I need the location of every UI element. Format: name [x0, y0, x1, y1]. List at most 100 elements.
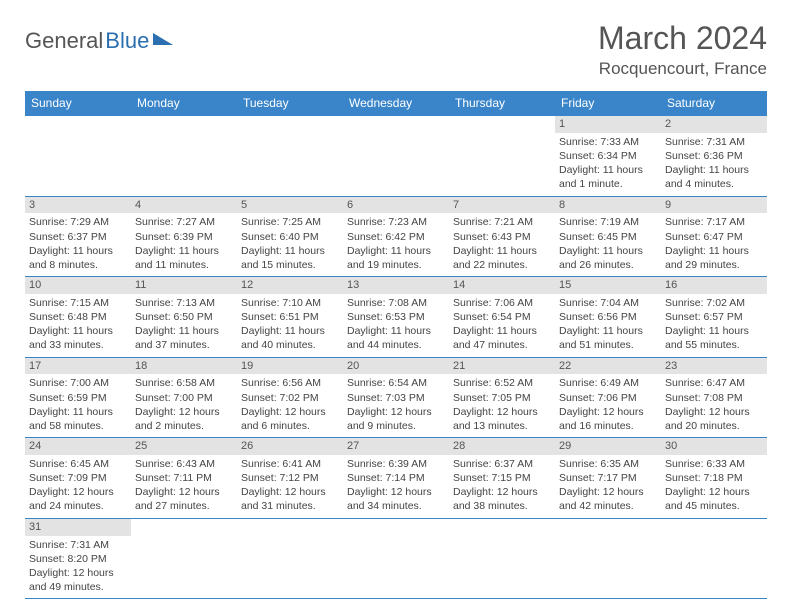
day-number: 3: [25, 197, 131, 214]
sunrise-text: Sunrise: 6:52 AM: [453, 376, 551, 390]
calendar-body: 1Sunrise: 7:33 AMSunset: 6:34 PMDaylight…: [25, 116, 767, 599]
day-number: 26: [237, 438, 343, 455]
daylight-text-2: and 19 minutes.: [347, 258, 445, 272]
day-number: 17: [25, 358, 131, 375]
day-number: 11: [131, 277, 237, 294]
daylight-text-2: and 42 minutes.: [559, 499, 657, 513]
sunset-text: Sunset: 6:59 PM: [29, 391, 127, 405]
logo: GeneralBlue: [25, 28, 173, 54]
daylight-text: Daylight: 11 hours: [29, 244, 127, 258]
logo-text-1: General: [25, 28, 103, 54]
daylight-text: Daylight: 11 hours: [135, 244, 233, 258]
calendar-cell: [131, 518, 237, 599]
daylight-text-2: and 6 minutes.: [241, 419, 339, 433]
cell-body: Sunrise: 7:19 AMSunset: 6:45 PMDaylight:…: [555, 213, 661, 276]
calendar-cell: 5Sunrise: 7:25 AMSunset: 6:40 PMDaylight…: [237, 196, 343, 277]
sunrise-text: Sunrise: 7:00 AM: [29, 376, 127, 390]
sunset-text: Sunset: 7:03 PM: [347, 391, 445, 405]
sunrise-text: Sunrise: 7:06 AM: [453, 296, 551, 310]
sunset-text: Sunset: 6:54 PM: [453, 310, 551, 324]
daylight-text: Daylight: 12 hours: [241, 405, 339, 419]
calendar-cell: 22Sunrise: 6:49 AMSunset: 7:06 PMDayligh…: [555, 357, 661, 438]
daylight-text: Daylight: 11 hours: [453, 324, 551, 338]
calendar-cell: 19Sunrise: 6:56 AMSunset: 7:02 PMDayligh…: [237, 357, 343, 438]
cell-body: Sunrise: 7:10 AMSunset: 6:51 PMDaylight:…: [237, 294, 343, 357]
sunset-text: Sunset: 6:57 PM: [665, 310, 763, 324]
day-number: [343, 116, 449, 133]
daylight-text: Daylight: 11 hours: [29, 405, 127, 419]
daylight-text-2: and 47 minutes.: [453, 338, 551, 352]
day-number: 12: [237, 277, 343, 294]
daylight-text-2: and 11 minutes.: [135, 258, 233, 272]
sunrise-text: Sunrise: 7:04 AM: [559, 296, 657, 310]
day-number: 24: [25, 438, 131, 455]
day-number: [131, 519, 237, 536]
cell-body: Sunrise: 7:04 AMSunset: 6:56 PMDaylight:…: [555, 294, 661, 357]
calendar-cell: [131, 116, 237, 197]
day-header: Thursday: [449, 91, 555, 116]
day-number: 13: [343, 277, 449, 294]
cell-body: Sunrise: 6:58 AMSunset: 7:00 PMDaylight:…: [131, 374, 237, 437]
daylight-text-2: and 9 minutes.: [347, 419, 445, 433]
sunrise-text: Sunrise: 6:49 AM: [559, 376, 657, 390]
cell-body: Sunrise: 7:33 AMSunset: 6:34 PMDaylight:…: [555, 133, 661, 196]
day-number: 31: [25, 519, 131, 536]
cell-body: Sunrise: 6:43 AMSunset: 7:11 PMDaylight:…: [131, 455, 237, 518]
sunrise-text: Sunrise: 7:10 AM: [241, 296, 339, 310]
day-number: 16: [661, 277, 767, 294]
calendar-cell: 13Sunrise: 7:08 AMSunset: 6:53 PMDayligh…: [343, 277, 449, 358]
day-number: 6: [343, 197, 449, 214]
daylight-text: Daylight: 11 hours: [559, 324, 657, 338]
cell-body: Sunrise: 6:39 AMSunset: 7:14 PMDaylight:…: [343, 455, 449, 518]
sunset-text: Sunset: 7:09 PM: [29, 471, 127, 485]
cell-body: Sunrise: 6:41 AMSunset: 7:12 PMDaylight:…: [237, 455, 343, 518]
day-number: 30: [661, 438, 767, 455]
day-number: 21: [449, 358, 555, 375]
daylight-text-2: and 24 minutes.: [29, 499, 127, 513]
daylight-text: Daylight: 12 hours: [347, 485, 445, 499]
day-number: 19: [237, 358, 343, 375]
daylight-text: Daylight: 11 hours: [29, 324, 127, 338]
day-number: 5: [237, 197, 343, 214]
calendar-cell: 7Sunrise: 7:21 AMSunset: 6:43 PMDaylight…: [449, 196, 555, 277]
sunset-text: Sunset: 6:42 PM: [347, 230, 445, 244]
sunset-text: Sunset: 8:20 PM: [29, 552, 127, 566]
daylight-text: Daylight: 12 hours: [559, 485, 657, 499]
day-number: [449, 116, 555, 133]
daylight-text-2: and 38 minutes.: [453, 499, 551, 513]
sunrise-text: Sunrise: 6:54 AM: [347, 376, 445, 390]
calendar-row: 24Sunrise: 6:45 AMSunset: 7:09 PMDayligh…: [25, 438, 767, 519]
cell-body: Sunrise: 6:56 AMSunset: 7:02 PMDaylight:…: [237, 374, 343, 437]
sunrise-text: Sunrise: 7:29 AM: [29, 215, 127, 229]
sunset-text: Sunset: 6:43 PM: [453, 230, 551, 244]
day-number: 7: [449, 197, 555, 214]
calendar-cell: 15Sunrise: 7:04 AMSunset: 6:56 PMDayligh…: [555, 277, 661, 358]
daylight-text: Daylight: 12 hours: [135, 405, 233, 419]
day-number: 4: [131, 197, 237, 214]
calendar-cell: [555, 518, 661, 599]
day-number: 23: [661, 358, 767, 375]
calendar-cell: [343, 116, 449, 197]
sunrise-text: Sunrise: 6:43 AM: [135, 457, 233, 471]
cell-body: Sunrise: 6:54 AMSunset: 7:03 PMDaylight:…: [343, 374, 449, 437]
cell-body: Sunrise: 7:31 AMSunset: 6:36 PMDaylight:…: [661, 133, 767, 196]
cell-body: Sunrise: 7:13 AMSunset: 6:50 PMDaylight:…: [131, 294, 237, 357]
daylight-text-2: and 45 minutes.: [665, 499, 763, 513]
sunrise-text: Sunrise: 6:41 AM: [241, 457, 339, 471]
calendar-cell: 28Sunrise: 6:37 AMSunset: 7:15 PMDayligh…: [449, 438, 555, 519]
day-number: 22: [555, 358, 661, 375]
calendar-cell: 26Sunrise: 6:41 AMSunset: 7:12 PMDayligh…: [237, 438, 343, 519]
cell-body: Sunrise: 7:29 AMSunset: 6:37 PMDaylight:…: [25, 213, 131, 276]
cell-body: Sunrise: 7:23 AMSunset: 6:42 PMDaylight:…: [343, 213, 449, 276]
daylight-text-2: and 29 minutes.: [665, 258, 763, 272]
sunset-text: Sunset: 6:51 PM: [241, 310, 339, 324]
day-number: [343, 519, 449, 536]
daylight-text: Daylight: 11 hours: [559, 244, 657, 258]
day-number: [237, 116, 343, 133]
calendar-cell: 3Sunrise: 7:29 AMSunset: 6:37 PMDaylight…: [25, 196, 131, 277]
daylight-text-2: and 58 minutes.: [29, 419, 127, 433]
daylight-text: Daylight: 11 hours: [665, 244, 763, 258]
calendar-cell: 23Sunrise: 6:47 AMSunset: 7:08 PMDayligh…: [661, 357, 767, 438]
sunrise-text: Sunrise: 7:13 AM: [135, 296, 233, 310]
daylight-text: Daylight: 11 hours: [559, 163, 657, 177]
